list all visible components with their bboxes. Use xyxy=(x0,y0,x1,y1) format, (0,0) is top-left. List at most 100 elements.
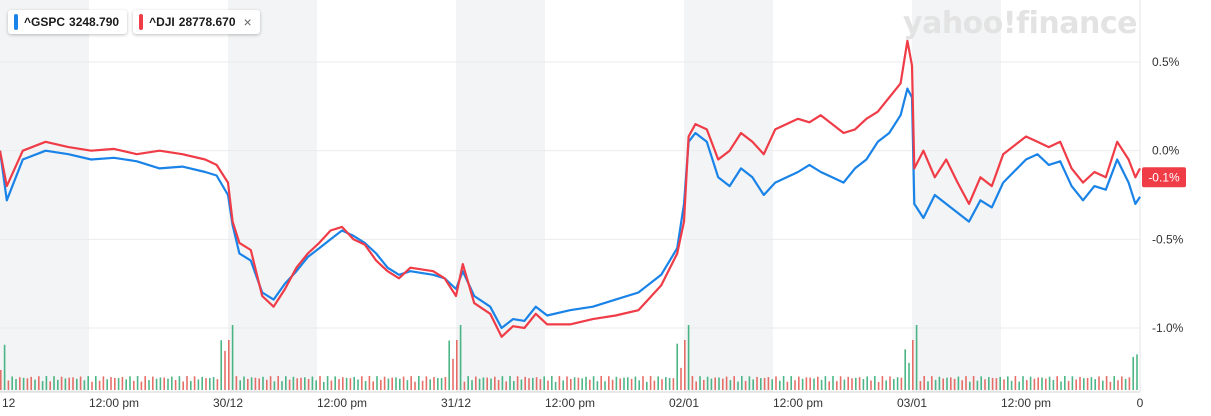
volume-bar xyxy=(258,378,260,390)
volume-bar xyxy=(782,376,785,390)
volume-bar xyxy=(444,377,447,390)
volume-bar xyxy=(839,376,842,390)
volume-bar xyxy=(771,379,773,390)
volume-bar xyxy=(220,340,222,390)
volume-bar xyxy=(877,381,880,390)
volume-bar xyxy=(57,379,59,390)
volume-bar xyxy=(961,380,963,390)
session-band xyxy=(912,0,1001,392)
volume-bar xyxy=(117,378,120,390)
volume-bar xyxy=(1105,376,1108,390)
volume-bar xyxy=(304,377,306,390)
volume-bar xyxy=(862,379,865,390)
volume-bar xyxy=(1071,376,1074,390)
volume-bar xyxy=(296,378,298,390)
x-tick-label: 02/01 xyxy=(669,396,699,410)
y-tick-label: 0.5% xyxy=(1152,55,1180,69)
volume-bar xyxy=(383,376,386,390)
volume-bar xyxy=(520,379,523,390)
volume-bar xyxy=(475,376,477,390)
volume-bar xyxy=(543,376,545,390)
volume-bar xyxy=(646,381,648,390)
volume-bar xyxy=(896,377,899,390)
volume-bar xyxy=(1014,376,1017,390)
volume-bar xyxy=(190,380,192,390)
volume-bar xyxy=(167,378,169,390)
volume-bar xyxy=(102,376,105,390)
volume-bar xyxy=(642,376,644,390)
volume-bar xyxy=(380,379,382,390)
legend-chip-dji[interactable]: ^DJI 28778.670 × xyxy=(133,10,260,34)
volume-bar xyxy=(516,376,519,390)
volume-bar xyxy=(805,377,808,390)
volume-bar xyxy=(247,378,249,390)
volume-bar xyxy=(1102,380,1104,390)
volume-bar xyxy=(836,381,838,390)
volume-bar xyxy=(995,378,998,390)
volume-bar xyxy=(345,377,348,390)
volume-bar xyxy=(79,376,82,390)
volume-bar xyxy=(22,377,25,390)
volume-bar xyxy=(566,376,568,390)
yahoo-finance-logo: yahoo!finance xyxy=(903,6,1137,41)
volume-bar xyxy=(3,344,6,390)
volume-bar xyxy=(1064,376,1066,390)
volume-bar xyxy=(570,378,572,390)
volume-bar xyxy=(83,380,86,390)
volume-bar xyxy=(1041,377,1043,390)
volume-bar xyxy=(250,377,253,390)
volume-bar xyxy=(399,378,401,390)
volume-bar xyxy=(653,380,656,390)
volume-bar xyxy=(395,377,397,390)
volume-bar xyxy=(938,376,941,390)
session-band xyxy=(228,0,317,392)
legend-chip-gspc[interactable]: ^GSPC 3248.790 xyxy=(8,10,128,34)
volume-bar xyxy=(672,378,675,390)
volume-bar xyxy=(501,376,504,390)
x-tick-label: 0 xyxy=(1137,396,1144,410)
volume-bar xyxy=(942,378,944,390)
volume-bar xyxy=(615,376,618,390)
volume-bar xyxy=(988,377,990,390)
volume-bar xyxy=(1010,380,1013,390)
volume-bar xyxy=(554,381,557,390)
volume-bar xyxy=(163,377,165,390)
volume-bar xyxy=(178,376,181,390)
volume-bar xyxy=(433,377,435,390)
volume-bar xyxy=(786,381,789,390)
volume-bar xyxy=(30,376,32,390)
volume-bar xyxy=(668,377,671,390)
volume-bar xyxy=(288,379,291,390)
volume-bar xyxy=(661,379,663,390)
volume-bar xyxy=(585,376,587,390)
volume-bar xyxy=(767,377,770,390)
volume-bar xyxy=(1022,376,1024,390)
volume-bar xyxy=(604,381,606,390)
volume-bar xyxy=(95,376,97,390)
volume-bar xyxy=(60,376,63,390)
volume-bar xyxy=(953,378,956,390)
volume-bar xyxy=(106,379,108,390)
y-tick-label: -1.0% xyxy=(1152,321,1184,335)
volume-bar xyxy=(817,376,819,390)
volume-bar xyxy=(1018,381,1020,390)
volume-bar xyxy=(300,377,302,390)
volume-bar xyxy=(900,377,903,390)
volume-bar xyxy=(1136,354,1138,390)
volume-bar xyxy=(725,376,728,390)
volume-bar xyxy=(809,377,811,390)
volume-bar xyxy=(1083,378,1085,390)
volume-bar xyxy=(630,378,633,390)
remove-comparison-close-icon[interactable]: × xyxy=(243,14,252,30)
volume-bar xyxy=(72,377,74,390)
volume-bar xyxy=(874,376,876,390)
dji-value: 28778.670 xyxy=(178,15,236,29)
volume-bar xyxy=(904,349,906,390)
volume-bar xyxy=(733,376,735,390)
volume-bar xyxy=(748,376,751,390)
volume-bar xyxy=(121,376,124,390)
volume-bar xyxy=(7,380,10,390)
x-tick-label: 12:00 pm xyxy=(773,396,823,410)
volume-bar xyxy=(1067,380,1070,390)
